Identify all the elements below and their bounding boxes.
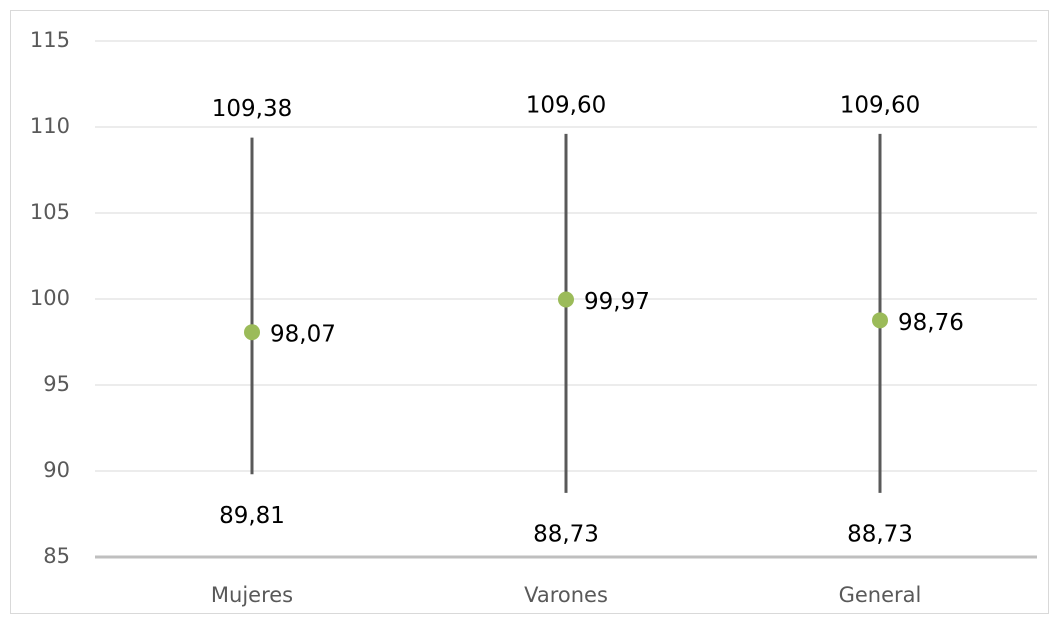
low-label: 88,73 <box>533 521 599 547</box>
y-tick-label: 90 <box>43 458 70 482</box>
value-label: 99,97 <box>584 289 650 315</box>
high-label: 109,60 <box>840 92 920 118</box>
x-tick-label: Mujeres <box>211 583 293 607</box>
y-tick-label: 105 <box>30 200 70 224</box>
chart-border <box>10 10 1049 614</box>
high-label: 109,60 <box>526 92 606 118</box>
mean-point <box>244 324 260 341</box>
value-label: 98,07 <box>270 322 336 348</box>
mean-point <box>872 312 888 329</box>
low-label: 88,73 <box>847 521 913 547</box>
low-label: 89,81 <box>219 503 285 529</box>
y-tick-label: 100 <box>30 286 70 310</box>
y-tick-label: 110 <box>30 114 70 138</box>
high-label: 109,38 <box>212 96 292 122</box>
y-tick-label: 85 <box>43 544 70 568</box>
mean-point <box>558 291 574 308</box>
y-tick-label: 95 <box>43 372 70 396</box>
y-tick-label: 115 <box>30 28 70 52</box>
x-tick-label: General <box>839 583 922 607</box>
value-label: 98,76 <box>898 310 964 336</box>
x-tick-label: Varones <box>524 583 608 607</box>
